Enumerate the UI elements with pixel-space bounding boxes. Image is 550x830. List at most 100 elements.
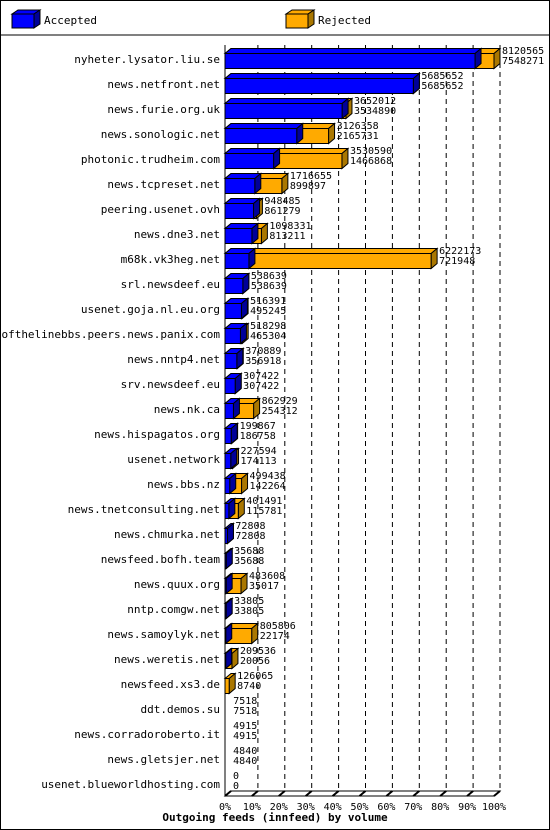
bar-accepted-5-front: [224, 178, 256, 194]
bar-accepted-10-front: [224, 303, 242, 319]
bar-accepted-23-front: [224, 628, 227, 644]
x-tick-label-90: 90%: [458, 802, 476, 813]
legend-swatch-rejected-front: [285, 13, 309, 29]
value-accepted-11: 465304: [250, 331, 286, 342]
x-tick-label-30: 30%: [297, 802, 315, 813]
value-accepted-0: 7548271: [502, 56, 544, 67]
value-total-24: 209536: [240, 646, 276, 657]
bar-total-8-front: [224, 253, 432, 269]
value-total-20: 35688: [234, 546, 264, 557]
bar-accepted-22-front: [224, 603, 227, 619]
bar-accepted-8-front: [224, 253, 250, 269]
value-accepted-25: 8740: [237, 681, 261, 692]
tick-mark-70: [412, 790, 420, 797]
bar-accepted-16-front: [224, 453, 232, 469]
value-accepted-19: 72808: [235, 531, 265, 542]
value-accepted-17: 142264: [250, 481, 286, 492]
bar-accepted-18: [223, 497, 237, 520]
bar-accepted-9-front: [224, 278, 244, 294]
category-label-15: news.hispagatos.org: [94, 428, 220, 441]
tick-mark-40: [331, 790, 340, 797]
value-accepted-5: 899897: [290, 181, 326, 192]
value-accepted-20: 35688: [234, 556, 264, 567]
value-total-22: 33805: [234, 596, 264, 607]
bar-accepted-13-front: [224, 378, 236, 394]
value-total-2: 3652012: [354, 96, 396, 107]
value-accepted-4: 1466868: [350, 156, 392, 167]
value-accepted-12: 356918: [245, 356, 281, 367]
category-label-12: news.nntp4.net: [127, 353, 220, 366]
bar-accepted-7-front: [224, 228, 253, 244]
bar-accepted-6: [223, 197, 261, 220]
category-label-8: m68k.vk3heg.net: [121, 253, 220, 266]
bar-accepted-11-front: [224, 328, 241, 344]
legend-label-rejected: Rejected: [318, 14, 371, 27]
bar-accepted-15: [223, 422, 239, 445]
value-total-18: 401491: [246, 496, 282, 507]
value-total-13: 307422: [243, 371, 279, 382]
value-total-10: 516391: [250, 296, 286, 307]
category-label-13: srv.newsdeef.eu: [121, 378, 220, 391]
value-accepted-28: 4840: [233, 756, 257, 767]
value-accepted-7: 813211: [269, 231, 305, 242]
tick-mark-50: [358, 790, 367, 797]
value-accepted-24: 20056: [240, 656, 270, 667]
bar-total-25: [223, 672, 237, 695]
bar-total-25-front: [224, 678, 230, 694]
category-label-10: usenet.goja.nl.eu.org: [81, 303, 220, 316]
bar-accepted-2-front: [224, 103, 343, 119]
bar-total-8: [223, 247, 439, 270]
bar-accepted-19-front: [224, 528, 228, 544]
legend-label-accepted: Accepted: [44, 14, 97, 27]
category-label-20: newsfeed.bofh.team: [101, 553, 221, 566]
value-total-9: 538639: [251, 271, 287, 282]
category-label-5: news.tcpreset.net: [107, 178, 220, 191]
bar-accepted-3-top: [223, 123, 305, 129]
x-tick-label-10: 10%: [243, 802, 261, 813]
value-accepted-14: 254312: [262, 406, 298, 417]
value-accepted-18: 115781: [246, 506, 282, 517]
value-accepted-1: 5685652: [421, 81, 463, 92]
bar-accepted-14: [223, 397, 241, 420]
bar-accepted-11: [223, 322, 248, 345]
x-tick-label-60: 60%: [377, 802, 395, 813]
value-accepted-9: 538639: [251, 281, 287, 292]
bar-accepted-23: [223, 622, 234, 645]
value-total-7: 1098331: [269, 221, 311, 232]
value-accepted-2: 3534890: [354, 106, 396, 117]
bar-accepted-3: [223, 122, 305, 145]
bar-accepted-17-front: [224, 478, 231, 494]
bar-accepted-15-front: [224, 428, 232, 444]
category-label-28: news.gletsjer.net: [107, 753, 220, 766]
chart-title: Outgoing feeds (innfeed) by volume: [162, 811, 388, 824]
value-total-23: 805806: [260, 621, 296, 632]
value-total-4: 3530590: [350, 146, 392, 157]
bar-accepted-1: [223, 72, 421, 95]
tick-mark-20: [278, 790, 286, 797]
category-label-9: srl.newsdeef.eu: [121, 278, 220, 291]
value-total-3: 3126358: [337, 121, 379, 132]
category-label-7: news.dne3.net: [134, 228, 220, 241]
category-label-4: photonic.trudheim.com: [81, 153, 220, 166]
category-label-27: news.corradoroberto.it: [74, 728, 220, 741]
tick-mark-80: [439, 790, 447, 797]
bar-accepted-17: [223, 472, 238, 495]
bar-accepted-9: [223, 272, 251, 295]
value-total-28: 4840: [233, 746, 257, 757]
value-total-0: 8120565: [502, 46, 544, 57]
bar-accepted-20: [223, 547, 234, 570]
bar-accepted-0-front: [224, 53, 476, 69]
value-accepted-29: 0: [233, 781, 239, 792]
value-total-21: 483608: [249, 571, 285, 582]
legend-swatch-rejected: [284, 9, 316, 29]
bar-total-8-top: [223, 248, 439, 254]
value-accepted-13: 307422: [243, 381, 279, 392]
bar-accepted-3-front: [224, 128, 298, 144]
value-total-29: 0: [233, 771, 239, 782]
value-total-25: 126065: [237, 671, 273, 682]
category-label-3: news.sonologic.net: [101, 128, 220, 141]
bar-accepted-2-top: [223, 98, 350, 104]
category-label-2: news.furie.org.uk: [107, 103, 220, 116]
value-accepted-15: 186758: [240, 431, 276, 442]
